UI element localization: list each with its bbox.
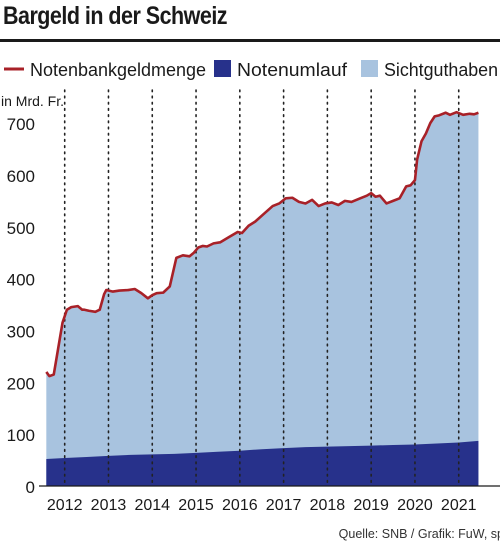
x-tick-label: 2018: [310, 497, 346, 514]
x-tick-label: 2013: [91, 497, 127, 514]
x-tick-label: 2017: [266, 497, 302, 514]
source-note: Quelle: SNB / Grafik: FuW, sp: [338, 527, 500, 541]
legend: Notenbankgeldmenge Notenumlauf Sichtguthab…: [4, 60, 498, 80]
x-tick-label: 2012: [47, 497, 83, 514]
y-tick-label: 600: [7, 167, 35, 186]
notenbankgeldmenge-line: [45, 110, 479, 378]
x-tick-label: 2014: [134, 497, 170, 514]
title-rule: [0, 39, 500, 42]
x-tick-label: 2016: [222, 497, 258, 514]
plot-area: 0 100 200 300 400 500 600 700 in Mrd. Fr. 2012 201…: [1, 89, 500, 514]
x-tick-label: 2015: [178, 497, 214, 514]
y-tick-label: 0: [26, 478, 35, 497]
legend-label: Notenbankgeldmenge: [30, 60, 206, 80]
y-axis-label: in Mrd. Fr.: [1, 93, 64, 109]
sichtguthaben-area: [46, 112, 479, 487]
y-tick-label: 300: [7, 322, 35, 341]
legend-swatch-sichtguthaben: [361, 60, 378, 77]
y-tick-label: 700: [7, 115, 35, 134]
chart-title: Bargeld in der Schweiz: [3, 2, 228, 30]
legend-label: Sichtguthaben: [384, 60, 498, 80]
y-tick-label: 100: [7, 426, 35, 445]
x-tick-label: 2019: [353, 497, 389, 514]
legend-label: Notenumlauf: [237, 60, 348, 80]
x-tick-label: 2020: [397, 497, 433, 514]
x-tick-label: 2021: [441, 497, 477, 514]
y-tick-label: 500: [7, 219, 35, 238]
y-tick-label: 400: [7, 271, 35, 290]
legend-swatch-notenumlauf: [214, 60, 231, 77]
y-tick-label: 200: [7, 374, 35, 393]
